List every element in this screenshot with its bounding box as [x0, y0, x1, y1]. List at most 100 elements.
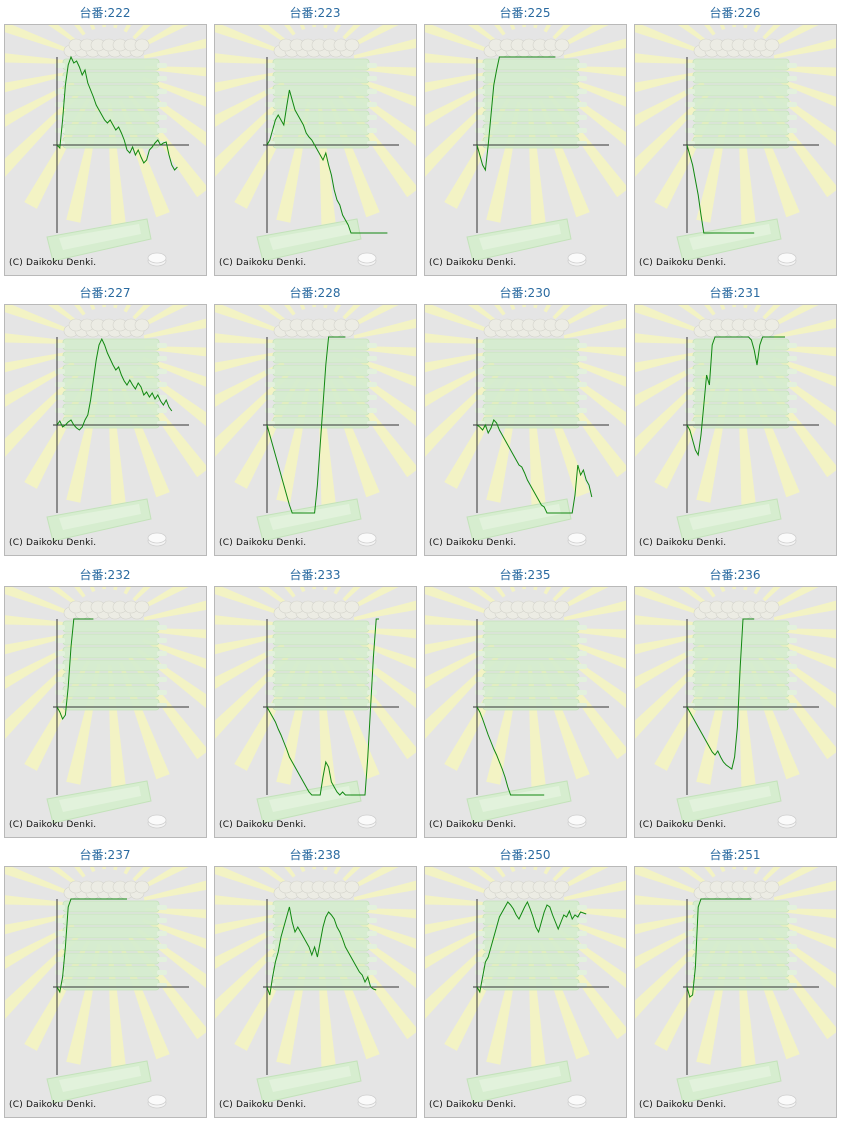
- medal-tray-image: [676, 498, 782, 542]
- slump-graph[interactable]: (C) Daikoku Denki.: [214, 866, 417, 1118]
- copyright-text: (C) Daikoku Denki.: [219, 820, 307, 830]
- machine-number-link[interactable]: 台番:225: [499, 6, 551, 20]
- medal-box-stack-image: [685, 620, 797, 711]
- medal-box-stack-image: [265, 620, 377, 711]
- machine-card: 台番:230 (C) Daikoku Denki.: [420, 280, 630, 556]
- slump-graph[interactable]: (C) Daikoku Denki.: [424, 304, 627, 556]
- slump-graph[interactable]: (C) Daikoku Denki.: [4, 586, 207, 838]
- medal-box-stack-image: [55, 338, 167, 429]
- medal-tray-image: [676, 218, 782, 262]
- slump-graph[interactable]: (C) Daikoku Denki.: [424, 24, 627, 276]
- machine-card: 台番:232 (C) Daikoku Denki.: [0, 562, 210, 838]
- slump-graph[interactable]: (C) Daikoku Denki.: [424, 866, 627, 1118]
- slump-graph[interactable]: (C) Daikoku Denki.: [634, 304, 837, 556]
- machine-number-link[interactable]: 台番:233: [289, 568, 341, 582]
- coin-image: [777, 1094, 797, 1109]
- machine-number-link[interactable]: 台番:228: [289, 286, 341, 300]
- slump-graph[interactable]: (C) Daikoku Denki.: [214, 24, 417, 276]
- medal-pile-image: [483, 318, 570, 338]
- slump-line: [476, 56, 556, 172]
- medal-box-stack-image: [475, 338, 587, 429]
- copyright-text: (C) Daikoku Denki.: [9, 258, 97, 268]
- copyright-text: (C) Daikoku Denki.: [9, 1100, 97, 1110]
- machine-number-link[interactable]: 台番:235: [499, 568, 551, 582]
- machine-number-link[interactable]: 台番:227: [79, 286, 131, 300]
- medal-tray-image: [466, 1060, 572, 1104]
- slump-graph[interactable]: (C) Daikoku Denki.: [214, 304, 417, 556]
- medal-box-stack-image: [685, 338, 797, 429]
- medal-tray-image: [466, 780, 572, 824]
- copyright-text: (C) Daikoku Denki.: [639, 538, 727, 548]
- slump-graph[interactable]: (C) Daikoku Denki.: [634, 586, 837, 838]
- coin-image: [567, 1094, 587, 1109]
- slump-line: [266, 336, 346, 514]
- slump-line: [56, 898, 127, 994]
- copyright-text: (C) Daikoku Denki.: [9, 538, 97, 548]
- machine-number-link[interactable]: 台番:238: [289, 848, 341, 862]
- slump-line: [476, 706, 545, 796]
- coin-image: [147, 252, 167, 267]
- medal-pile-image: [63, 600, 150, 620]
- machine-number-link[interactable]: 台番:232: [79, 568, 131, 582]
- machine-card: 台番:237 (C) Daikoku Denki.: [0, 842, 210, 1118]
- coin-image: [357, 532, 377, 547]
- coin-image: [357, 1094, 377, 1109]
- medal-tray-image: [676, 780, 782, 824]
- machine-card: 台番:235 (C) Daikoku Denki.: [420, 562, 630, 838]
- medal-tray-image: [256, 1060, 362, 1104]
- medal-box-stack-image: [265, 338, 377, 429]
- coin-image: [147, 814, 167, 829]
- slump-graph[interactable]: (C) Daikoku Denki.: [4, 24, 207, 276]
- machine-number-link[interactable]: 台番:250: [499, 848, 551, 862]
- machine-number-link[interactable]: 台番:237: [79, 848, 131, 862]
- slump-line: [686, 618, 755, 770]
- slump-line: [56, 618, 94, 721]
- medal-pile-image: [693, 880, 780, 900]
- copyright-text: (C) Daikoku Denki.: [639, 258, 727, 268]
- medal-tray-image: [256, 780, 362, 824]
- coin-image: [567, 252, 587, 267]
- copyright-text: (C) Daikoku Denki.: [219, 258, 307, 268]
- coin-image: [357, 814, 377, 829]
- slump-graph[interactable]: (C) Daikoku Denki.: [424, 586, 627, 838]
- machine-number-link[interactable]: 台番:236: [709, 568, 761, 582]
- copyright-text: (C) Daikoku Denki.: [219, 1100, 307, 1110]
- coin-image: [777, 532, 797, 547]
- copyright-text: (C) Daikoku Denki.: [639, 1100, 727, 1110]
- machine-card: 台番:236 (C) Daikoku Denki.: [630, 562, 840, 838]
- slump-graph[interactable]: (C) Daikoku Denki.: [4, 304, 207, 556]
- medal-box-stack-image: [685, 900, 797, 991]
- medal-pile-image: [273, 600, 360, 620]
- slump-line: [56, 337, 173, 431]
- medal-pile-image: [63, 38, 150, 58]
- medal-box-stack-image: [685, 58, 797, 149]
- medal-box-stack-image: [55, 58, 167, 149]
- slump-graph[interactable]: (C) Daikoku Denki.: [634, 866, 837, 1118]
- copyright-text: (C) Daikoku Denki.: [639, 820, 727, 830]
- machine-number-link[interactable]: 台番:231: [709, 286, 761, 300]
- machine-number-link[interactable]: 台番:230: [499, 286, 551, 300]
- machine-card: 台番:251 (C) Daikoku Denki.: [630, 842, 840, 1118]
- machine-number-link[interactable]: 台番:251: [709, 848, 761, 862]
- machine-card: 台番:250 (C) Daikoku Denki.: [420, 842, 630, 1118]
- slump-line: [56, 55, 178, 171]
- medal-pile-image: [693, 38, 780, 58]
- machine-number-link[interactable]: 台番:226: [709, 6, 761, 20]
- machine-number-link[interactable]: 台番:223: [289, 6, 341, 20]
- slump-graph[interactable]: (C) Daikoku Denki.: [4, 866, 207, 1118]
- medal-tray-image: [256, 218, 362, 262]
- slump-line: [266, 906, 377, 996]
- slump-graph[interactable]: (C) Daikoku Denki.: [634, 24, 837, 276]
- slump-line: [686, 898, 752, 998]
- machine-number-link[interactable]: 台番:222: [79, 6, 131, 20]
- medal-box-stack-image: [55, 900, 167, 991]
- medal-pile-image: [483, 880, 570, 900]
- copyright-text: (C) Daikoku Denki.: [429, 820, 517, 830]
- copyright-text: (C) Daikoku Denki.: [9, 820, 97, 830]
- copyright-text: (C) Daikoku Denki.: [429, 538, 517, 548]
- coin-image: [567, 532, 587, 547]
- slump-graph[interactable]: (C) Daikoku Denki.: [214, 586, 417, 838]
- machine-card: 台番:227 (C) Daikoku Denki.: [0, 280, 210, 556]
- medal-pile-image: [273, 880, 360, 900]
- copyright-text: (C) Daikoku Denki.: [219, 538, 307, 548]
